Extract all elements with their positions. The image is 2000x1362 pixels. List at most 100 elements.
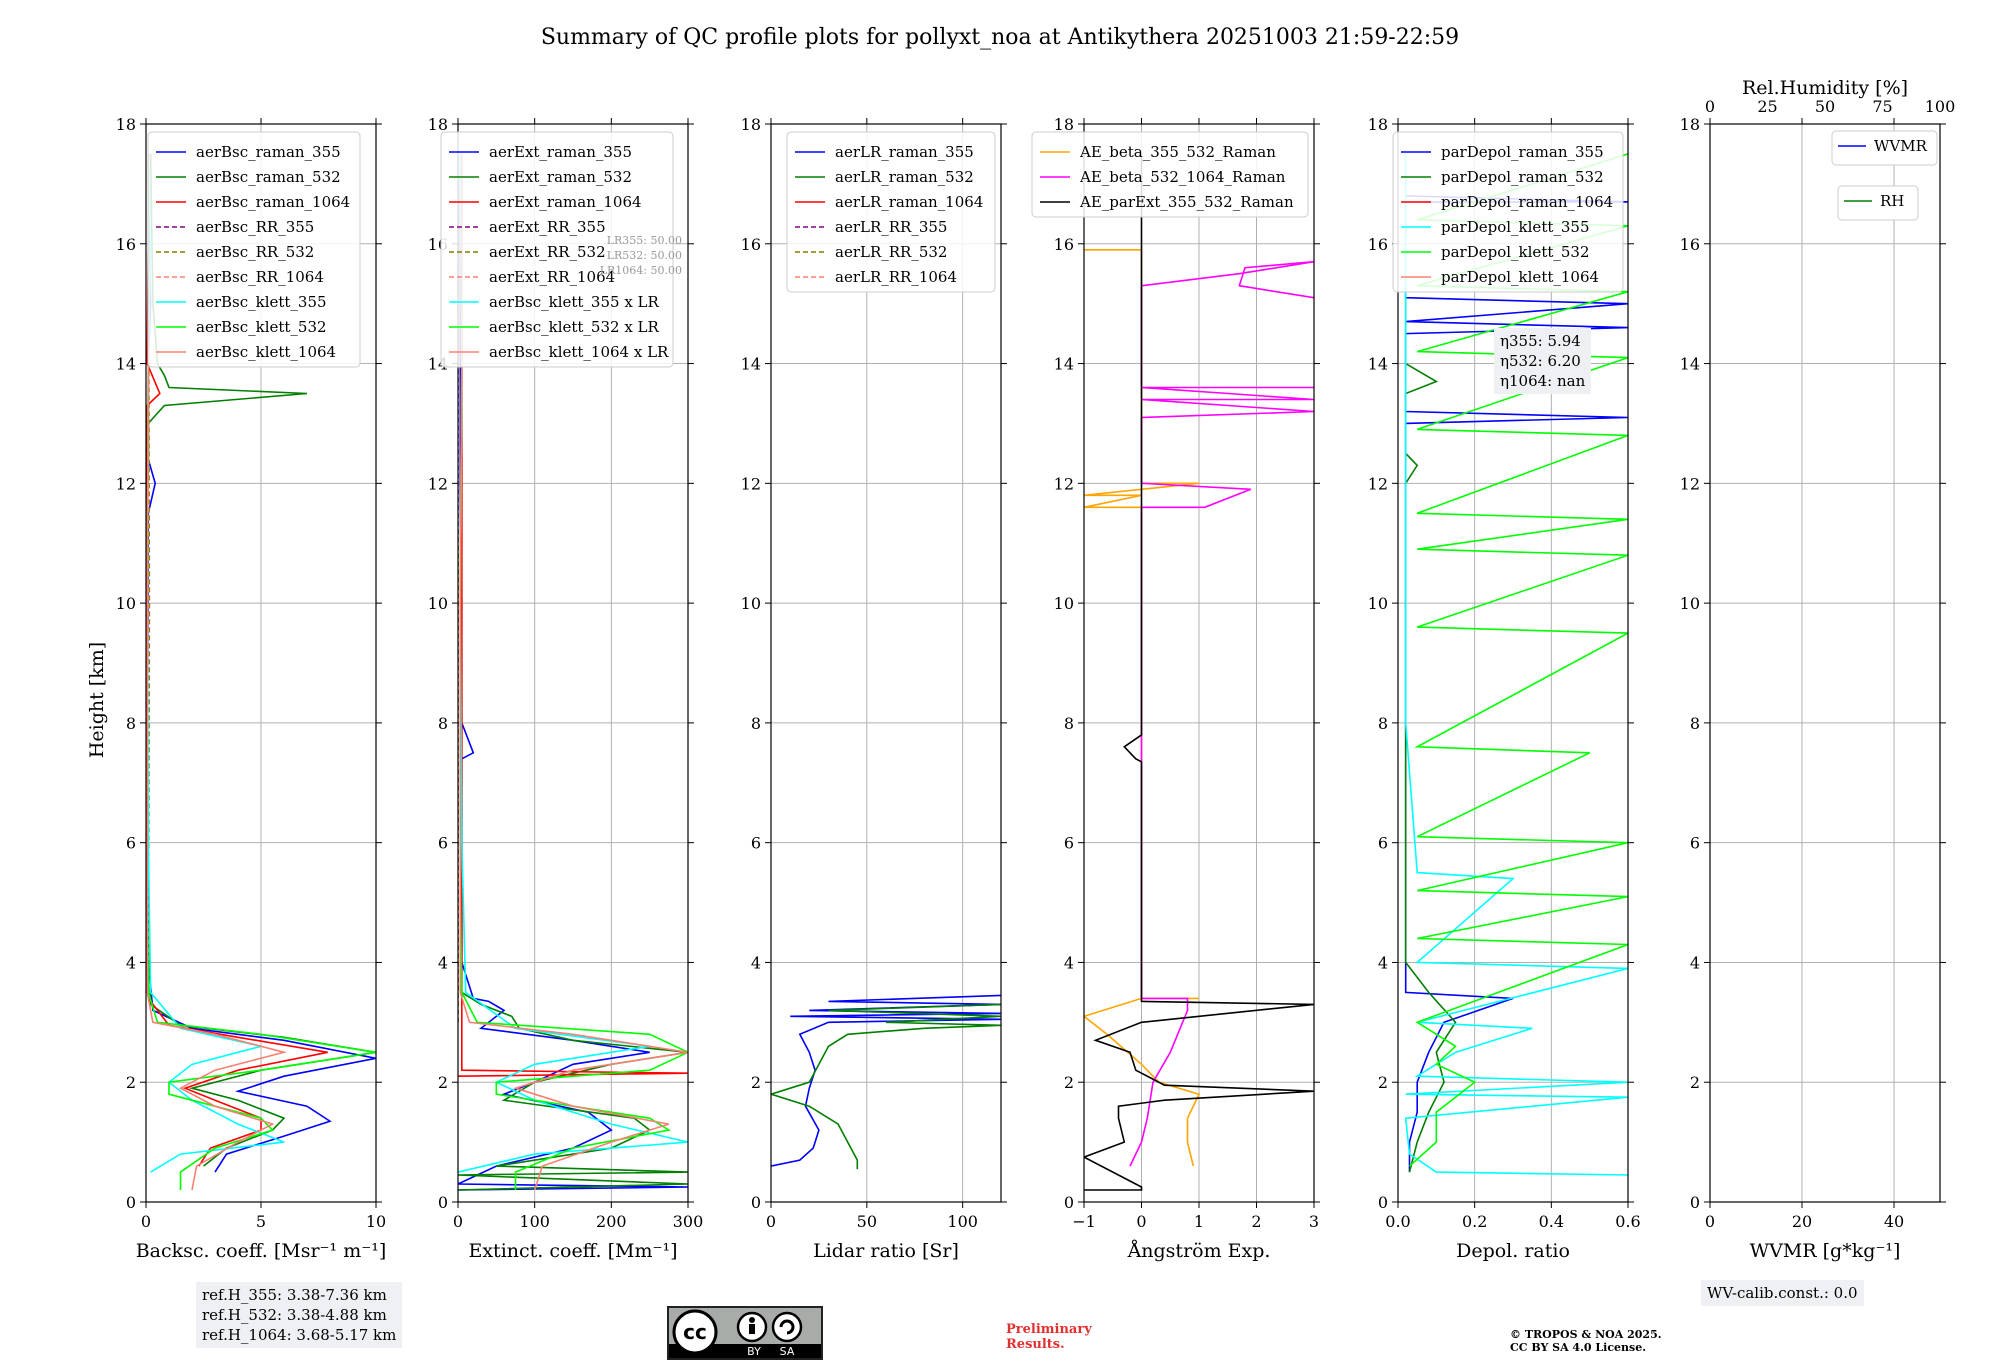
legend-label: aerLR_raman_355 [835,143,974,161]
tick-label-y: 14 [741,355,761,374]
tick-label-y: 4 [1690,953,1700,972]
tick-label-x: 0 [1705,1212,1715,1231]
refh-532: ref.H_532: 3.38-4.88 km [202,1306,387,1324]
copyright-line-2: CC BY SA 4.0 License. [1510,1341,1647,1354]
legend-label: aerLR_RR_355 [835,218,947,236]
tick-label-x: 0.6 [1615,1212,1640,1231]
tick-label-x: 1 [1194,1212,1204,1231]
tick-label-x-top: 75 [1872,97,1892,116]
figure-title: Summary of QC profile plots for pollyxt_… [541,25,1459,50]
legend-label: WVMR [1874,137,1928,155]
legend-label: parDepol_klett_355 [1441,218,1590,236]
legend-label: aerLR_RR_532 [835,243,947,261]
tick-label-y: 16 [1680,235,1700,254]
legend-label: aerExt_raman_355 [489,143,632,161]
tick-label-x: 0 [453,1212,463,1231]
axes-frame [457,123,689,1203]
tick-label-x-top: 25 [1757,97,1777,116]
eta-532: η532: 6.20 [1500,352,1581,370]
tick-label-y: 18 [428,115,448,134]
legend-label: AE_parExt_355_532_Raman [1079,193,1294,211]
tick-label-y: 2 [438,1073,448,1092]
tick-label-x: 0.2 [1462,1212,1487,1231]
legend-label: aerBsc_klett_355 x LR [489,293,660,311]
tick-label-x: 5 [256,1212,266,1231]
legend-box [440,131,674,368]
tick-label-y: 18 [1368,115,1388,134]
tick-label-y: 12 [1680,474,1700,493]
cc-by-sa-icon: cc BY SA [669,1309,821,1358]
legend-label: aerBsc_RR_355 [196,218,314,236]
tick-label-y: 12 [741,474,761,493]
legend-box [1392,131,1624,293]
copyright-note: © TROPOS & NOA 2025. CC BY SA 4.0 Licens… [1510,1328,1662,1354]
tick-label-y: 10 [1680,594,1700,613]
series-line-AE_beta_355_532_Raman [1084,249,1201,1167]
legend-label: aerExt_raman_1064 [489,193,642,211]
legend-label: aerBsc_RR_1064 [196,268,324,286]
x-axis-label: Ångström Exp. [1127,1240,1271,1262]
legend-box [786,131,996,293]
tick-label-y: 18 [116,115,136,134]
tick-label-y: 10 [428,594,448,613]
tick-label-y: 10 [1054,594,1074,613]
series-line-AE_parExt_355_532_Raman [1084,153,1314,1191]
axes-frame [770,123,1002,1203]
reference-height-box: ref.H_355: 3.38-7.36 km ref.H_532: 3.38-4… [196,1282,403,1348]
eta-1064: η1064: nan [1500,372,1586,390]
legend-label: parDepol_raman_355 [1441,143,1604,161]
legend-label: parDepol_raman_1064 [1441,193,1613,211]
top-axis-label: Rel.Humidity [%] [1742,77,1908,99]
tick-label-x: 200 [596,1212,627,1231]
tick-label-y: 4 [1378,953,1388,972]
wv-calib-box: WV-calib.const.: 0.0 [1701,1280,1864,1306]
tick-label-x: 0.4 [1539,1212,1564,1231]
legend-label: aerExt_RR_532 [489,243,606,261]
axes-frame [1397,123,1629,1203]
tick-label-x-top: 50 [1815,97,1835,116]
legend-label: RH [1880,192,1904,210]
panel-5: 0 2 4 6 8 10 12 14 16 18 0.0 0.2 0.4 0.6 Depol. ratio p… [1368,115,1641,1262]
tick-label-x: 0 [1136,1212,1146,1231]
tick-label-y: 6 [1378,834,1388,853]
tick-label-y: 8 [438,714,448,733]
legend-label: aerBsc_klett_532 x LR [489,318,660,336]
tick-label-x: 3 [1309,1212,1319,1231]
legend-label: parDepol_klett_532 [1441,243,1590,261]
series-line-parDepol_raman_355 [1404,153,1628,1173]
series-line-aerBsc_raman_1064 [146,153,328,1167]
legend-box [1831,130,1938,166]
tick-label-y: 8 [1064,714,1074,733]
legend-label: AE_beta_355_532_Raman [1079,143,1276,161]
tick-label-y: 8 [1690,714,1700,733]
tick-label-y: 12 [428,474,448,493]
tick-label-y: 0 [1690,1193,1700,1212]
tick-label-x: 0 [766,1212,776,1231]
tick-label-y: 16 [1368,235,1388,254]
legend-label: aerLR_RR_1064 [835,268,957,286]
tick-label-y: 18 [741,115,761,134]
axes-frame [1709,123,1941,1203]
lr-overlay-1064: LR1064: 50.00 [599,264,682,277]
tick-label-x: 2 [1251,1212,1261,1231]
tick-label-x: 0.0 [1385,1212,1410,1231]
legend-label: aerExt_raman_532 [489,168,632,186]
series-line-parDepol_klett_532 [1408,153,1628,1167]
tick-label-y: 10 [741,594,761,613]
tick-label-y: 12 [116,474,136,493]
series-line-AE_beta_532_1064_Raman [1129,260,1314,1167]
tick-label-y: 18 [1054,115,1074,134]
legend-label: aerBsc_RR_532 [196,243,314,261]
x-axis-label: Lidar ratio [Sr] [813,1240,959,1262]
cc-mark-text: cc [683,1320,707,1344]
tick-label-y: 2 [1064,1073,1074,1092]
x-axis-label: WVMR [g*kg⁻¹] [1750,1240,1901,1262]
lr-overlay-text: LR355: 50.00 LR532: 50.00 LR1064: 50.00 [592,233,682,278]
tick-label-y: 14 [1368,355,1388,374]
tick-label-y: 10 [116,594,136,613]
legend-label: aerBsc_raman_355 [196,143,341,161]
preliminary-note: Preliminary Results. [1006,1322,1092,1352]
series-line-parDepol_raman_532 [1404,153,1457,1173]
